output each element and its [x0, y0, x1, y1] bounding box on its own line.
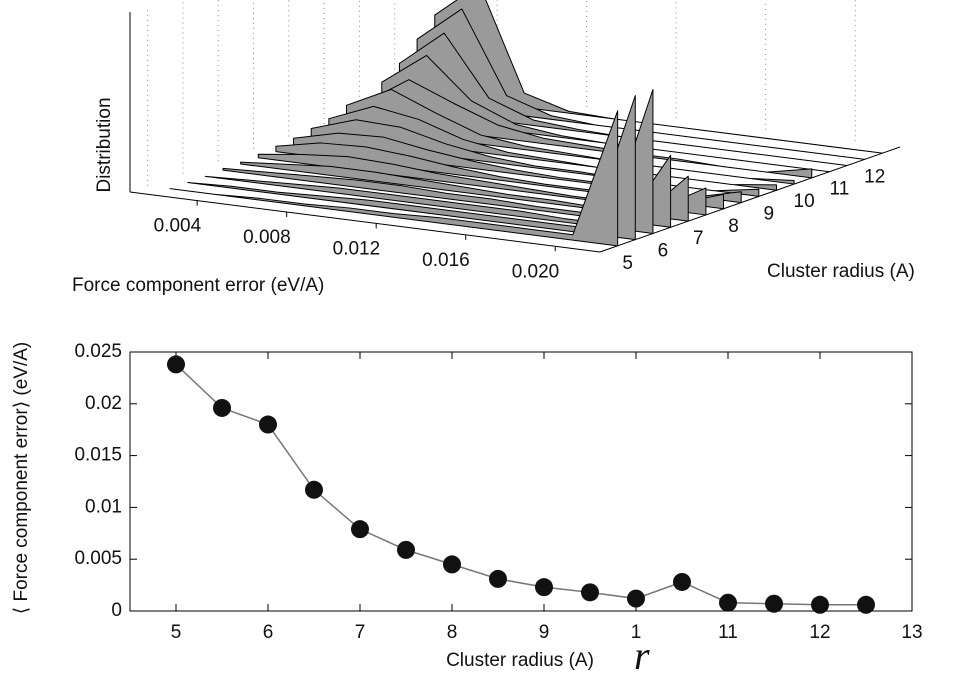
data-line	[175, 363, 866, 606]
y-axis-label: Cluster radius (A)	[767, 261, 915, 282]
y-tick-label: 0.005	[74, 548, 122, 569]
x-tick-label: 0.012	[333, 238, 381, 259]
y-axis-label: ⟨ Force component error⟩ (eV/A)	[11, 342, 32, 614]
y-tick-label: 8	[728, 216, 739, 237]
annotation: r	[634, 633, 650, 675]
data-point	[259, 415, 277, 434]
x-axis-label: Force component error (eV/A)	[72, 275, 324, 296]
data-point	[489, 569, 507, 588]
x-tick-label: 7	[355, 622, 366, 643]
data-point	[305, 480, 323, 499]
y-tick-label: 0.01	[85, 496, 122, 517]
y-tick-label: 5	[622, 253, 633, 274]
distribution-ridge	[204, 88, 654, 234]
x-tick-label: 0.016	[422, 250, 470, 271]
z-axis-label: Distribution	[94, 97, 115, 192]
y-tick-label: 12	[864, 166, 885, 187]
data-point	[857, 595, 875, 614]
data-point	[581, 583, 599, 602]
data-point	[627, 589, 645, 608]
x-tick-label: 13	[901, 622, 922, 643]
distribution-ridge	[293, 132, 742, 204]
data-point	[167, 355, 185, 374]
x-tick-label: 0.004	[154, 216, 202, 237]
distribution-ridge	[187, 95, 636, 241]
x-tick-label: 0.020	[512, 261, 560, 282]
distribution-ridge	[328, 105, 777, 191]
x-tick-label: 0.008	[243, 227, 291, 248]
x-tick-label: 9	[539, 622, 550, 643]
axis-line	[599, 146, 901, 253]
data-point	[535, 578, 553, 597]
data-point	[719, 593, 737, 612]
x-tick-label: 5	[171, 622, 182, 643]
y-tick-label: 0.02	[85, 393, 122, 414]
data-point	[351, 520, 369, 539]
x-axis-label: Cluster radius (A)	[446, 650, 594, 671]
x-tick-label: 1	[631, 622, 642, 643]
y-tick-label: 7	[693, 228, 704, 249]
axis-line	[129, 191, 601, 253]
distribution-ridge	[275, 142, 725, 210]
y-tick-label: 11	[830, 179, 850, 200]
y-tick-label: 0.015	[74, 445, 122, 466]
data-point	[397, 540, 415, 559]
x-tick-label: 11	[718, 622, 738, 643]
y-tick-label: 10	[794, 191, 815, 212]
distribution-ridge	[240, 161, 689, 222]
y-tick-label: 9	[764, 203, 775, 224]
distribution-ridge	[310, 119, 760, 197]
x-tick-label: 8	[447, 622, 458, 643]
distribution-ridge	[169, 110, 619, 247]
data-point	[213, 398, 231, 417]
data-point	[443, 555, 461, 574]
data-point	[811, 595, 829, 614]
x-tick-label: 12	[809, 622, 830, 643]
plot-frame	[129, 351, 913, 612]
y-tick-label: 6	[658, 240, 669, 261]
data-point	[673, 572, 691, 591]
y-tick-label: 0	[111, 600, 122, 621]
x-tick-label: 6	[263, 622, 274, 643]
data-point	[765, 594, 783, 613]
y-tick-label: 0.025	[74, 341, 122, 362]
distribution-ridge	[434, 0, 883, 154]
